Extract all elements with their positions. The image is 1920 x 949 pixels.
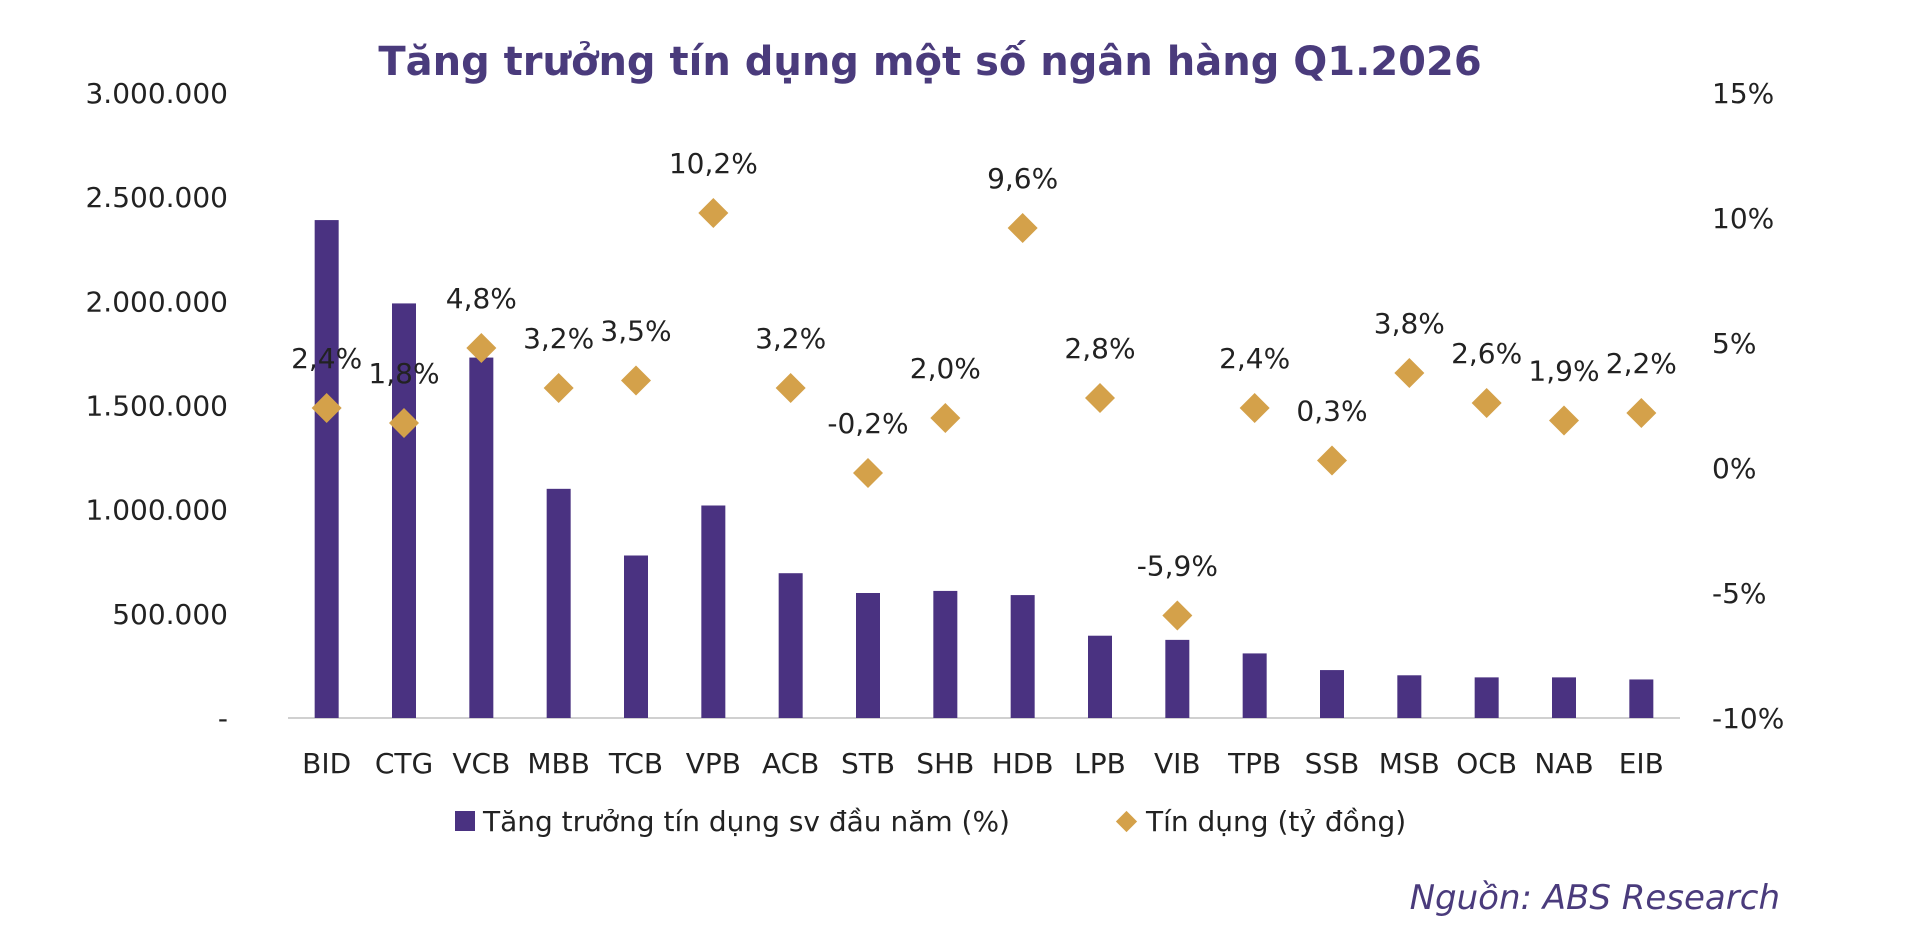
diamond-hdb [1007,213,1038,243]
right-tick-label: 0% [1712,452,1756,485]
right-tick-label: 5% [1712,327,1756,360]
right-tick-label: -10% [1712,702,1784,735]
bar-bid [314,220,339,719]
category-label-mbb: MBB [527,747,590,780]
data-label-mbb: 3,2% [523,322,594,355]
left-tick-label: 3.000.000 [85,77,228,110]
right-tick-label: -5% [1712,577,1767,610]
data-label-ctg: 1,8% [368,357,439,390]
category-label-lpb: LPB [1074,747,1126,780]
data-label-nab: 1,9% [1528,355,1599,388]
diamond-tpb [1239,393,1270,423]
bar-shb [933,590,958,718]
legend-swatch-diamond [1115,810,1138,833]
diamond-bid [311,393,342,423]
bar-series [314,220,1654,719]
bar-mbb [546,488,571,718]
legend-swatch-bar [455,811,475,831]
bar-hdb [1010,595,1035,718]
diamond-ocb [1471,388,1502,418]
category-label-ctg: CTG [375,747,433,780]
diamond-stb [853,458,883,488]
diamond-lpb [1085,383,1115,413]
category-label-tcb: TCB [608,747,663,780]
right-tick-label: 15% [1712,77,1774,110]
bar-vcb [469,357,494,718]
data-label-bid: 2,4% [291,342,362,375]
data-label-msb: 3,8% [1374,307,1445,340]
category-label-hdb: HDB [992,747,1054,780]
data-label-stb: -0,2% [827,407,908,440]
data-label-eib: 2,2% [1606,347,1677,380]
category-label-vpb: VPB [686,747,741,780]
diamond-nab [1549,405,1579,436]
left-tick-label: 500.000 [112,598,228,631]
category-label-ocb: OCB [1456,747,1517,780]
category-label-msb: MSB [1379,747,1440,780]
diamond-ssb [1317,445,1347,476]
data-label-vpb: 10,2% [669,147,758,180]
bar-nab [1552,677,1576,718]
category-label-bid: BID [302,747,351,780]
left-tick-label: 1.000.000 [85,494,228,527]
category-label-eib: EIB [1619,747,1664,780]
diamond-tcb [621,365,651,396]
category-label-vcb: VCB [452,747,510,780]
category-label-shb: SHB [916,747,974,780]
left-axis: - 500.000 1.000.000 1.500.000 2.000.000 2.500… [85,77,228,735]
legend-label-bar: Tăng trưởng tín dụng sv đầu năm (%) [482,805,1010,838]
bar-vib [1165,639,1190,718]
right-axis: -10% -5% 0% 5% 10% 15% [1712,77,1784,735]
category-label-acb: ACB [762,747,819,780]
right-tick-label: 10% [1712,202,1774,235]
bar-tcb [624,555,648,718]
bar-ocb [1474,677,1499,718]
diamond-acb [775,373,806,403]
left-tick-label: 2.500.000 [85,181,228,214]
data-label-ssb: 0,3% [1296,395,1367,428]
bar-vpb [701,505,726,718]
category-labels: BID CTG VCB MBB TCB VPB ACB STB SHB HDB LPB VIB TPB S… [302,747,1664,780]
legend-label-diamond: Tín dụng (tỷ đồng) [1145,805,1406,838]
data-label-shb: 2,0% [910,352,981,385]
diamond-vib [1162,600,1193,631]
data-label-lpb: 2,8% [1064,332,1135,365]
legend: Tăng trưởng tín dụng sv đầu năm (%) Tín … [455,805,1406,838]
category-label-tpb: TPB [1227,747,1281,780]
bar-stb [856,593,880,718]
category-label-nab: NAB [1534,747,1593,780]
left-tick-label: 2.000.000 [85,285,228,318]
data-label-vib: -5,9% [1137,550,1218,583]
bar-ssb [1320,670,1344,718]
chart-title: Tăng trưởng tín dụng một số ngân hàng Q1… [378,39,1481,85]
category-label-ssb: SSB [1305,747,1360,780]
category-label-vib: VIB [1154,747,1201,780]
data-label-vcb: 4,8% [446,282,517,315]
diamond-eib [1626,398,1657,428]
bar-lpb [1088,635,1112,718]
left-tick-label: 1.500.000 [85,390,228,423]
diamond-mbb [543,373,574,403]
data-label-acb: 3,2% [755,322,826,355]
diamond-msb [1394,358,1425,388]
data-label-hdb: 9,6% [987,162,1058,195]
data-label-ocb: 2,6% [1451,337,1522,370]
left-tick-label: - [218,702,228,735]
bar-ctg [392,303,416,718]
diamond-ctg [389,408,419,438]
source-note: Nguồn: ABS Research [1409,878,1780,918]
data-label-tcb: 3,5% [600,315,671,348]
bar-acb [778,573,803,718]
bar-eib [1629,679,1654,718]
diamond-shb [930,403,961,433]
data-label-tpb: 2,4% [1219,342,1290,375]
diamond-vpb [698,198,729,228]
diamond-series: 2,4% 1,8%4,8%3,2% 3,5%10,2%3,2%-0,2%2,0%9,… [291,147,1677,631]
category-label-stb: STB [841,747,895,780]
diamond-vcb [466,333,497,363]
bar-tpb [1242,653,1267,718]
bar-msb [1397,675,1422,718]
